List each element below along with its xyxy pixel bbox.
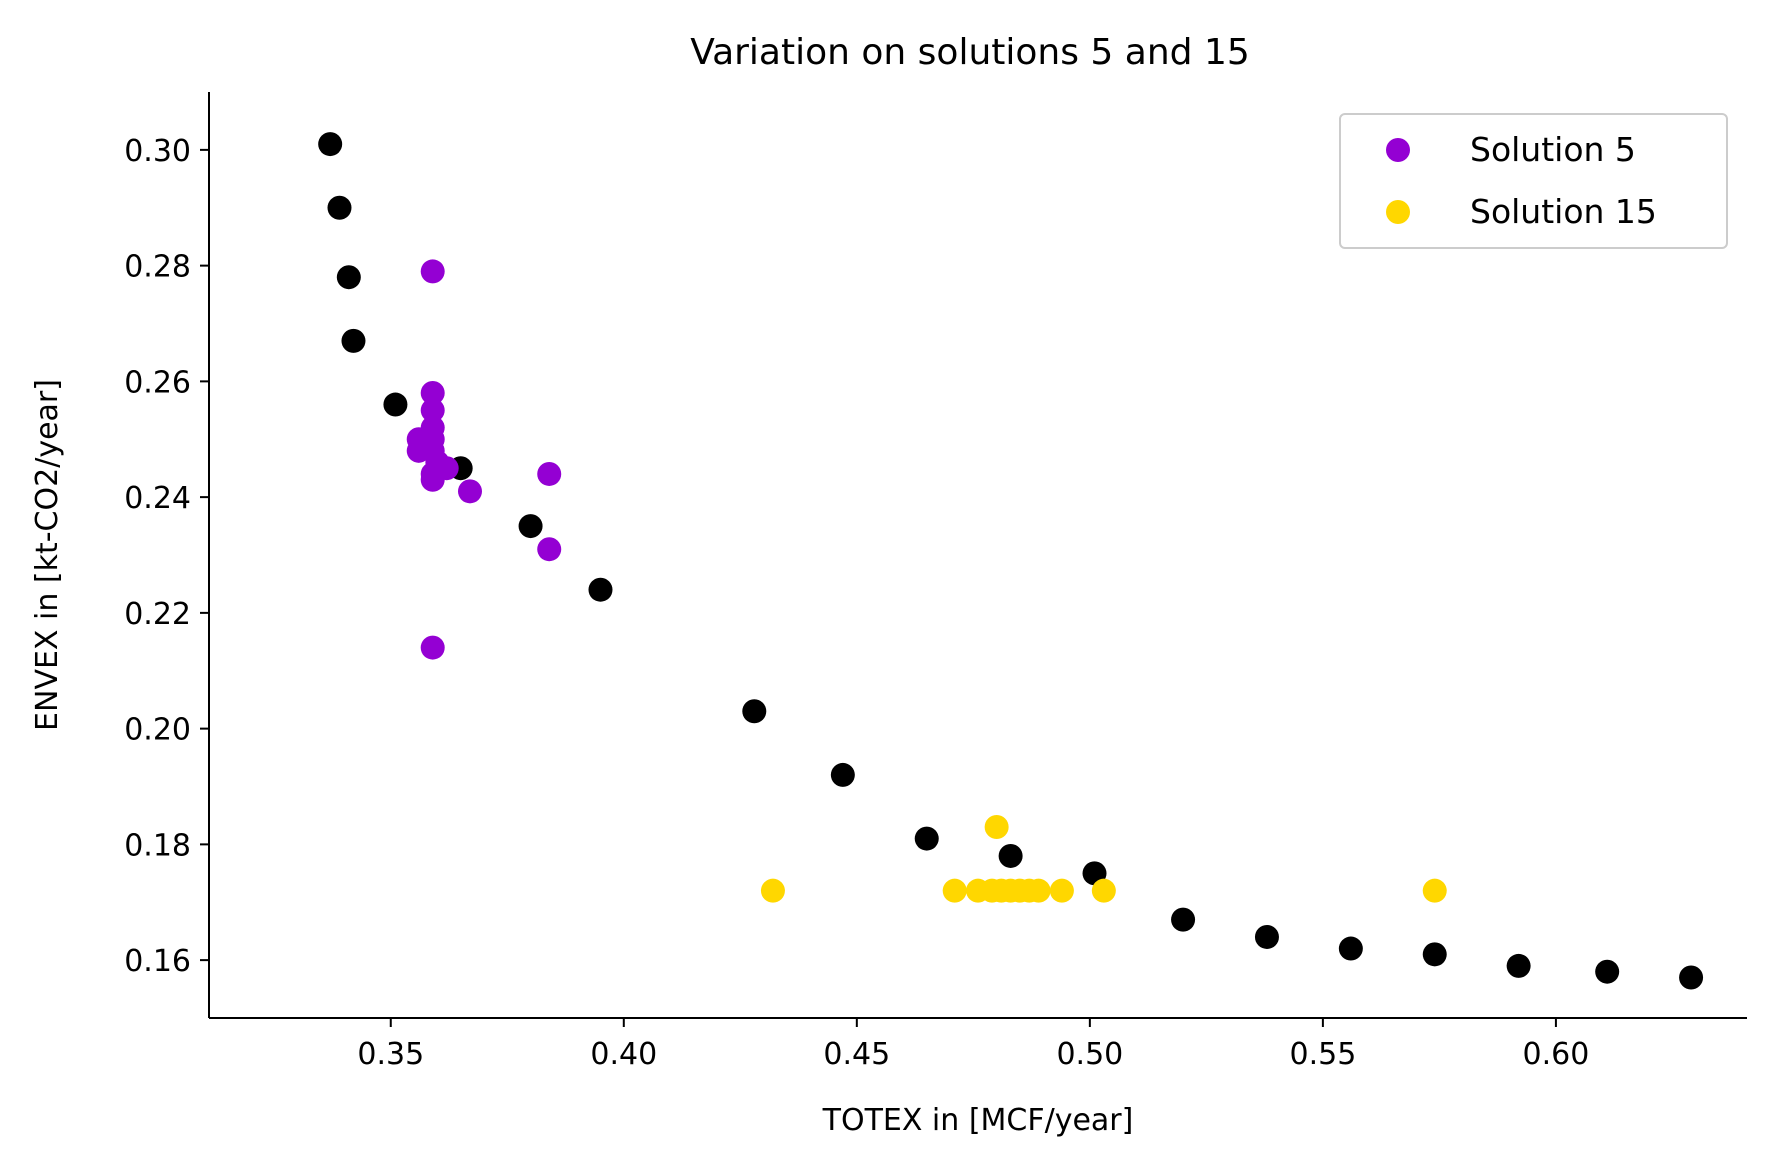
y-tick-label: 0.20: [124, 713, 191, 748]
chart-title: Variation on solutions 5 and 15: [690, 32, 1250, 73]
data-point: [1171, 907, 1196, 932]
data-point: [1049, 878, 1074, 903]
data-point: [420, 259, 445, 284]
legend-marker: [1386, 200, 1410, 224]
data-point: [420, 398, 445, 423]
data-point: [383, 392, 408, 417]
x-tick-label: 0.40: [590, 1037, 657, 1072]
series-0: [318, 132, 1704, 990]
data-point: [830, 762, 855, 787]
y-tick-label: 0.26: [124, 365, 191, 400]
x-ticks: 0.35 0.40 0.45 0.50 0.55 0.60: [357, 1018, 1589, 1072]
data-point: [984, 815, 1009, 840]
data-point: [420, 380, 445, 405]
data-points: [318, 132, 1704, 990]
legend: Solution 5 Solution 15: [1339, 113, 1728, 249]
data-point: [1422, 942, 1447, 967]
data-point: [742, 699, 767, 724]
data-point: [327, 195, 352, 220]
data-point: [588, 577, 613, 602]
x-axis-label: TOTEX in [MCF/year]: [822, 1103, 1134, 1138]
series-1: [406, 259, 562, 660]
y-axis-label: ENVEX in [kt-CO2/year]: [30, 379, 65, 731]
data-point: [914, 826, 939, 851]
y-tick-label: 0.18: [124, 828, 191, 863]
legend-box: [1339, 113, 1728, 249]
series-2: [760, 815, 1447, 903]
y-ticks: 0.16 0.18 0.20 0.22 0.24 0.26 0.28 0.30: [124, 134, 209, 979]
data-point: [1679, 965, 1704, 990]
data-point: [998, 843, 1023, 868]
data-point: [1422, 878, 1447, 903]
data-point: [1254, 924, 1279, 949]
y-tick-label: 0.30: [124, 134, 191, 169]
legend-label: Solution 15: [1470, 192, 1657, 231]
data-point: [1595, 959, 1620, 984]
x-tick-label: 0.60: [1523, 1037, 1590, 1072]
data-point: [537, 461, 562, 486]
data-point: [518, 514, 543, 539]
data-point: [1338, 936, 1363, 961]
x-tick-label: 0.55: [1289, 1037, 1356, 1072]
legend-marker: [1386, 138, 1410, 162]
data-point: [457, 479, 482, 504]
axes: [208, 92, 1747, 1019]
data-point: [336, 265, 361, 290]
y-tick-label: 0.22: [124, 597, 191, 632]
x-tick-label: 0.35: [357, 1037, 424, 1072]
legend-label: Solution 5: [1470, 130, 1636, 169]
data-point: [434, 456, 459, 481]
y-tick-label: 0.24: [124, 481, 191, 516]
data-point: [760, 878, 785, 903]
data-point: [1506, 953, 1531, 978]
x-tick-label: 0.50: [1056, 1037, 1123, 1072]
data-point: [341, 328, 366, 353]
data-point: [537, 537, 562, 562]
y-tick-label: 0.28: [124, 250, 191, 285]
data-point: [420, 635, 445, 660]
data-point: [942, 878, 967, 903]
x-tick-label: 0.45: [823, 1037, 890, 1072]
data-point: [1026, 878, 1051, 903]
data-point: [1091, 878, 1116, 903]
data-point: [318, 132, 343, 157]
y-tick-label: 0.16: [124, 944, 191, 979]
